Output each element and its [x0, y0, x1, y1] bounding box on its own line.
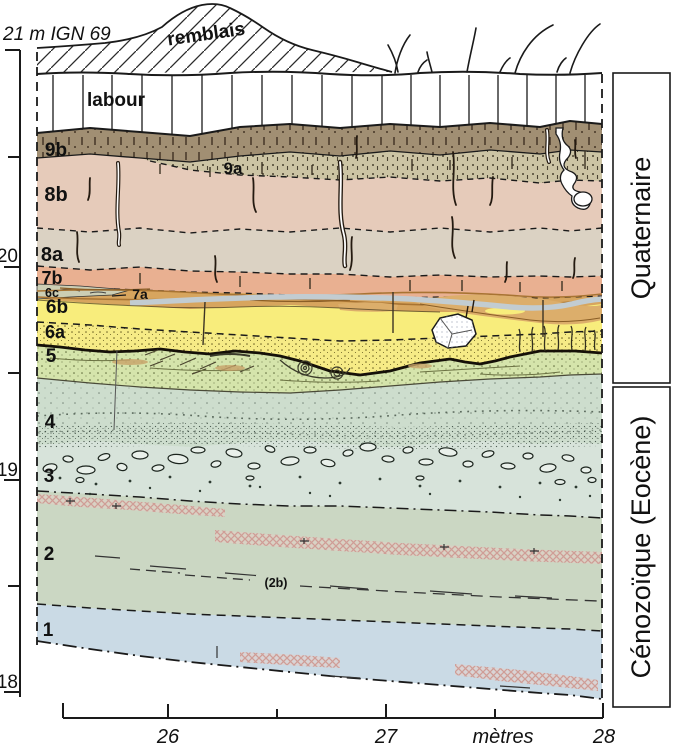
layer-label-6b: 6b — [46, 297, 68, 318]
root-cracks — [76, 135, 577, 283]
unit-labels: remblais labour 9b 9a 8b 8a 7b 6c 7a 6b … — [41, 19, 296, 641]
boundary-2-1 — [36, 603, 603, 632]
labour-label: labour — [87, 90, 146, 111]
distance-tick-27: 27 — [374, 726, 398, 748]
era-box-cenozoic — [612, 386, 671, 708]
elevation-tick-19: 19 — [0, 460, 18, 481]
remblais-mound — [36, 3, 393, 73]
layer-label-9b: 9b — [45, 140, 67, 161]
elevation-tick-18: 18 — [0, 672, 18, 693]
boundary-8a-7b — [36, 265, 603, 278]
boundary-6b-6a — [36, 321, 603, 342]
layer-label-8a: 8a — [41, 244, 64, 266]
white-cored-cracks — [115, 128, 551, 269]
boundary-9b-9a — [36, 149, 603, 163]
layer-label-6c: 6c — [45, 286, 59, 300]
crosshatch-patches-layer1 — [216, 646, 598, 691]
label-2b-backing — [256, 575, 296, 589]
distance-tick-26: 26 — [156, 726, 180, 748]
ground-surface-line — [36, 70, 603, 77]
junction-line — [36, 299, 441, 313]
layer-label-5: 5 — [46, 346, 57, 367]
gray-silt-stripe — [129, 294, 603, 311]
boundary-6a-5 — [36, 343, 603, 377]
dot-fringe — [37, 422, 602, 450]
era-label-cenozoic: Cénozoïque (Eocène) — [626, 416, 656, 679]
boundary-labour-9b — [36, 120, 603, 137]
layer-label-2: 2 — [44, 544, 55, 565]
layer-label-1: 1 — [43, 620, 54, 641]
elevation-reference-label: 21 m IGN 69 — [2, 24, 111, 45]
layer-label-7a: 7a — [132, 286, 148, 302]
layer-5-lenses — [112, 359, 432, 371]
layer-label-6a: 6a — [45, 322, 66, 342]
elevation-tick-20: 20 — [0, 246, 18, 267]
white-vein — [555, 127, 593, 210]
boundary-8b-8a — [36, 227, 603, 234]
crosshatch-bands-layer2 — [37, 494, 602, 564]
distance-axis: 26 27 mètres 28 — [62, 703, 615, 748]
blob-zone — [42, 442, 597, 486]
layer-label-3: 3 — [44, 466, 55, 487]
label-7a-leader — [111, 294, 127, 297]
flame-wisps-right — [518, 324, 596, 353]
layer-label-2b: (2b) — [265, 576, 288, 590]
flint-clast — [431, 299, 477, 349]
elevation-axis: 21 m IGN 69 20 19 18 — [0, 24, 111, 697]
small-ticks — [139, 151, 586, 346]
fold-swirls — [279, 359, 351, 380]
layer-label-7b: 7b — [41, 268, 62, 288]
grass-wisps — [387, 23, 601, 74]
layer-2-dashes — [66, 498, 553, 599]
boundary-5-4 — [36, 373, 603, 394]
layer-label-8b: 8b — [44, 184, 67, 206]
blob-zone-dots — [58, 475, 592, 502]
era-box-quaternary — [612, 72, 671, 384]
layer-label-4: 4 — [45, 412, 56, 433]
distance-unit-label: mètres — [472, 726, 533, 748]
layer-label-9a: 9a — [224, 159, 243, 178]
distance-tick-28: 28 — [592, 726, 615, 748]
layer-4-dotted-lines — [36, 349, 603, 437]
era-label-quaternary: Quaternaire — [626, 157, 656, 300]
boundary-3-2 — [36, 490, 603, 519]
layer-2b-leader — [129, 568, 599, 602]
era-column: Quaternaire Cénozoïque (Eocène) — [612, 72, 671, 708]
layer-5-streaks — [49, 357, 561, 383]
